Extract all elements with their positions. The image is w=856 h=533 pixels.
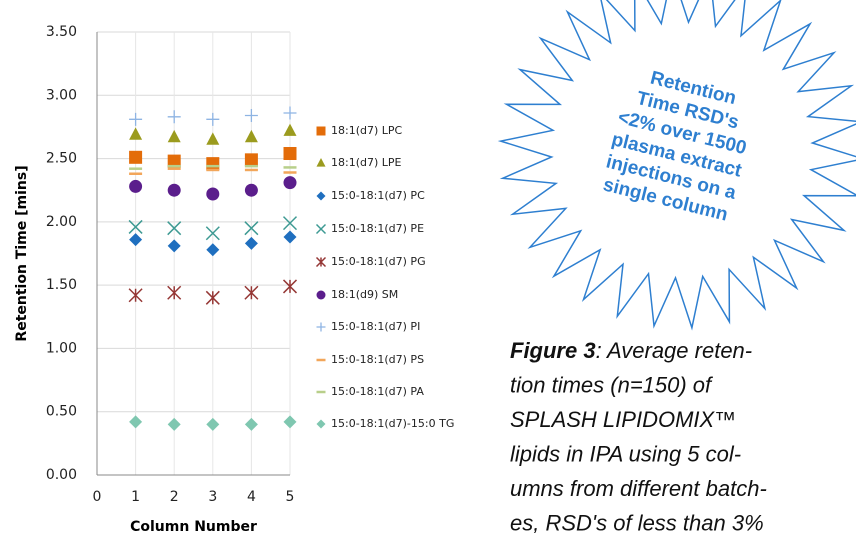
legend-marker xyxy=(317,420,326,429)
y-tick-label: 2.50 xyxy=(46,151,77,167)
y-tick-label: 2.00 xyxy=(46,214,77,230)
caption-line: lipids in IPA using 5 col- xyxy=(510,441,741,466)
legend-label: 15:0-18:1(d7) PG xyxy=(331,255,426,268)
legend-marker xyxy=(317,225,326,234)
data-point xyxy=(245,184,258,197)
caption-line: umns from different batch- xyxy=(510,476,767,501)
page: RetentionTime RSD's<2% over 1500plasma e… xyxy=(0,0,856,533)
legend-label: 15:0-18:1(d7) PI xyxy=(331,320,420,333)
x-tick-label: 3 xyxy=(208,489,217,505)
x-tick-label: 2 xyxy=(170,489,179,505)
y-tick-label: 1.50 xyxy=(46,277,77,293)
data-point xyxy=(206,291,219,304)
caption-line: Figure 3: Average reten- xyxy=(510,338,752,363)
data-point xyxy=(168,184,181,197)
data-point xyxy=(206,243,219,256)
data-point xyxy=(168,130,181,142)
y-tick-label: 0.50 xyxy=(46,404,77,420)
legend-label: 15:0-18:1(d7) PE xyxy=(331,222,424,235)
legend-label: 15:0-18:1(d7) PA xyxy=(331,385,424,398)
legend-marker xyxy=(317,192,326,201)
caption-line: es, RSD's of less than 3% xyxy=(510,510,764,533)
legend-label: 15:0-18:1(d7) PC xyxy=(331,189,425,202)
y-tick-label: 3.50 xyxy=(46,24,77,40)
data-point xyxy=(284,107,297,120)
legend-marker xyxy=(317,323,326,332)
data-point xyxy=(284,280,297,293)
data-point xyxy=(129,180,142,193)
x-axis-title: Column Number xyxy=(130,519,257,533)
data-point xyxy=(284,231,297,244)
data-point xyxy=(284,415,297,428)
caption-text: : Average reten- xyxy=(596,338,753,363)
legend-marker xyxy=(317,291,326,300)
x-tick-label: 1 xyxy=(131,489,140,505)
data-point xyxy=(245,130,258,142)
data-point xyxy=(284,176,297,189)
data-point xyxy=(206,418,219,431)
data-point xyxy=(168,239,181,252)
x-tick-label: 0 xyxy=(93,489,102,505)
legend-label: 18:1(d7) LPE xyxy=(331,156,402,169)
y-tick-label: 3.00 xyxy=(46,87,77,103)
y-tick-label: 0.00 xyxy=(46,467,77,483)
data-point xyxy=(168,418,181,431)
legend-marker xyxy=(317,258,326,267)
x-tick-label: 5 xyxy=(286,489,295,505)
data-point xyxy=(168,110,181,123)
data-point xyxy=(245,109,258,122)
data-point xyxy=(129,289,142,302)
data-point xyxy=(206,132,219,144)
y-tick-label: 1.00 xyxy=(46,340,77,356)
caption-line: tion times (n=150) of xyxy=(510,372,714,397)
data-point xyxy=(245,237,258,250)
data-point xyxy=(284,147,297,160)
caption-label: Figure 3 xyxy=(510,338,596,363)
data-point xyxy=(129,151,142,164)
legend-label: 18:1(d7) LPC xyxy=(331,124,403,137)
legend-marker xyxy=(317,158,326,167)
data-point xyxy=(206,113,219,126)
caption-line: SPLASH LIPIDOMIX™ xyxy=(510,407,736,432)
data-point xyxy=(206,188,219,201)
y-axis-title: Retention Time [mins] xyxy=(14,165,30,341)
data-point xyxy=(245,418,258,431)
data-point xyxy=(129,233,142,246)
data-point xyxy=(206,157,219,170)
data-point xyxy=(168,286,181,299)
data-point xyxy=(245,286,258,299)
data-point xyxy=(284,124,297,136)
data-point xyxy=(129,415,142,428)
legend-label: 18:1(d9) SM xyxy=(331,288,398,301)
data-point xyxy=(129,127,142,139)
legend-label: 15:0-18:1(d7) PS xyxy=(331,353,424,366)
data-point xyxy=(245,153,258,166)
chart: RetentionTime RSD's<2% over 1500plasma e… xyxy=(0,0,856,533)
data-point xyxy=(129,113,142,126)
legend-label: 15:0-18:1(d7)-15:0 TG xyxy=(331,417,454,430)
legend-marker xyxy=(317,127,326,136)
x-tick-label: 4 xyxy=(247,489,256,505)
